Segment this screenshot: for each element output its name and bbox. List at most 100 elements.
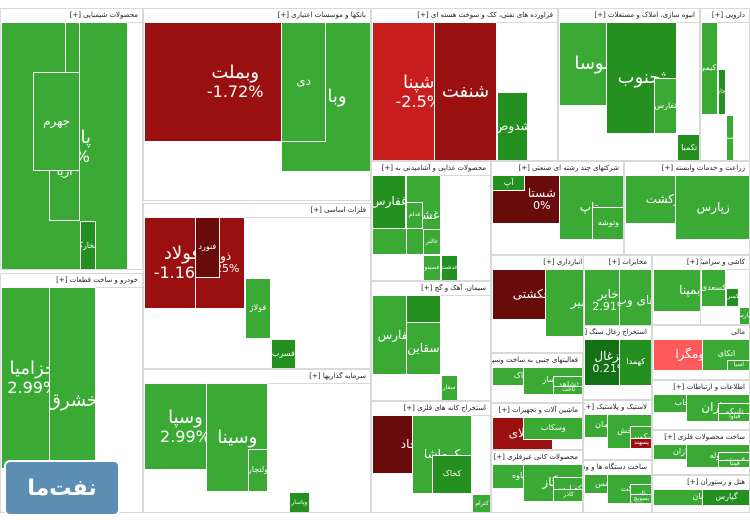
sector-box[interactable]: مالیومگرااتکایملتآسیا — [652, 325, 750, 380]
sector-box[interactable]: اطلاعات و ارتباطات [+]انتخابسیستمرانفورم… — [652, 380, 750, 430]
sector-title[interactable]: ساخت محصولات فلزی [+] — [653, 431, 749, 445]
sector-box[interactable]: فراورده های نفتی، کک و سوخت هسته ای [+] ش… — [371, 8, 558, 161]
stock-tile[interactable]: شنفت — [434, 22, 497, 160]
sector-box[interactable]: محصولات شیمیایی [+]پارسان2.27%زاگرسشپدیس… — [0, 8, 143, 270]
sector-box[interactable]: سیمان، آهک و گچ [+]سفارسسیتاسهگمتسرودسخز… — [371, 281, 491, 401]
stock-tile[interactable]: فنآوا — [718, 412, 749, 422]
stock-tile[interactable]: کسعدی — [701, 269, 726, 307]
sector-box[interactable]: محصولات غذایی و آشامیدنی به [+]غبهنوشغگر… — [371, 161, 491, 281]
sector-title[interactable]: لاستیک و پلاستیک [+] — [584, 401, 651, 415]
stock-tile[interactable]: ولتجار — [247, 448, 269, 493]
stock-tile[interactable]: وتوشه — [591, 207, 623, 240]
sector-box[interactable]: لاستیک و پلاستیک [+]پکرمانپلاستپاساپدرخش… — [583, 400, 652, 460]
sector-box[interactable]: ماشین آلات و تجهیزات [+]فولایوسکاب — [491, 403, 583, 450]
stock-symbol: سفار — [442, 384, 456, 392]
stock-tile[interactable]: جهرم — [32, 71, 81, 172]
stock-tile[interactable]: سفار — [440, 375, 458, 400]
sector-title[interactable]: سرمایه گذاریها [+] — [144, 370, 370, 384]
stock-tile[interactable]: کاذر — [553, 489, 582, 502]
stock-tile[interactable]: شدوص — [496, 92, 528, 160]
stock-tile[interactable]: فسرب — [270, 339, 296, 368]
sector-title[interactable]: خودرو و ساخت قطعات [+] — [1, 274, 142, 288]
stock-tile[interactable]: شخارک — [80, 221, 97, 269]
sector-title[interactable]: دارویی [+] — [701, 9, 749, 23]
sector-box[interactable]: استخراج زغال سنگ [+]کزغال0.21%کپرورکطبسک… — [583, 325, 652, 400]
stock-tile[interactable]: غدشت — [440, 255, 458, 280]
sector-title[interactable]: استخراج کانه های فلزی [+] — [372, 402, 490, 416]
sector-box[interactable]: هتل و رستوران [+] گشان گپارس — [652, 475, 750, 513]
stock-tile[interactable]: کسرا — [726, 288, 739, 307]
sector-box[interactable]: فلزات اساسی [+]فولاد-1.16%ذوب-1.25%فملی0… — [143, 203, 371, 369]
sector-title[interactable]: فراورده های نفتی، کک و سوخت هسته ای [+] — [372, 9, 557, 23]
stock-symbol: فسرب — [271, 349, 295, 359]
sector-box[interactable]: محصولات کانی غیرفلزی [+]کساوهکسرامکلوندک… — [491, 450, 583, 513]
sector-title[interactable]: محصولات شیمیایی [+] — [1, 9, 142, 23]
sector-box[interactable]: بانکها و موسسات اعتباری [+] وبملت -1.72% وب… — [143, 8, 371, 201]
stock-tile[interactable]: فپنتا — [718, 460, 749, 468]
sector-box[interactable]: زراعت و خدمات وابسته [+]زکشتزماهانزقیامز… — [624, 161, 750, 255]
stock-tile[interactable]: فنورد — [194, 217, 220, 279]
sector-title[interactable]: محصولات کانی غیرفلزی [+] — [492, 451, 582, 465]
stock-tile[interactable]: کترام — [472, 494, 490, 512]
sector-title[interactable]: فعالیتهای جنبی به ساخت وسپهر [+] — [492, 354, 582, 368]
stock-symbol: ثشاهد — [559, 380, 579, 390]
sector-title[interactable]: مخابرات [+] — [584, 256, 651, 270]
stock-tile[interactable]: آسیا — [726, 360, 749, 371]
stock-tile[interactable]: پسهند — [630, 437, 651, 450]
stock-tile[interactable]: بسویچ — [630, 494, 651, 504]
stock-symbol: ثنوسا — [574, 53, 615, 75]
stock-tile[interactable]: غدام — [406, 201, 424, 229]
stock-tile[interactable]: غالبر — [423, 228, 441, 256]
stock-tile[interactable]: دی — [280, 22, 327, 142]
stock-tile[interactable]: کهمدا — [618, 339, 651, 386]
stock-tile[interactable]: دکیمی — [701, 22, 718, 116]
sector-box[interactable]: ساخت محصولات فلزی [+]فسازانفاذرفکمندفلول… — [652, 430, 750, 475]
stock-tile[interactable]: وپاسار — [289, 492, 310, 512]
sector-title[interactable]: ساخت دستگاه ها و وسایل [+] — [584, 461, 651, 475]
stock-tile[interactable]: زپارس — [675, 175, 749, 240]
stock-tile[interactable]: های وب — [618, 269, 651, 333]
sector-box[interactable]: دارویی [+]دکیمیدپارسدجابردلردسبحا — [700, 8, 750, 161]
stock-tile[interactable]: دجابر — [717, 68, 726, 116]
sector-title[interactable]: فلزات اساسی [+] — [144, 204, 370, 218]
stock-tile[interactable]: آپ — [492, 175, 526, 192]
sector-box[interactable]: سرمایه گذاریها [+]وسپا2.99%سیدکو-0.6%وغد… — [143, 369, 371, 513]
sector-title[interactable]: انبوه سازی، املاک و مستغلات [+] — [559, 9, 699, 23]
stock-tile[interactable]: ثفارس — [653, 78, 678, 134]
stock-symbol: سقاین — [407, 340, 440, 355]
sector-title[interactable]: هتل و رستوران [+] — [653, 476, 749, 490]
stock-tile[interactable]: کخاک — [432, 454, 472, 495]
sector-title[interactable]: شرکتهای چند رشته ای صنعتی [+] — [492, 162, 623, 176]
stock-symbol: فولاژ — [249, 303, 267, 313]
stock-tile[interactable]: وسینا — [206, 383, 269, 493]
sector-title[interactable]: زراعت و خدمات وابسته [+] — [625, 162, 749, 176]
stock-tile[interactable]: وسکاب — [522, 417, 582, 440]
stock-symbol: غدام — [409, 210, 421, 218]
sector-title[interactable]: محصولات غذایی و آشامیدنی به [+] — [372, 162, 490, 176]
sector-title[interactable]: سیمان، آهک و گچ [+] — [372, 282, 490, 296]
stock-tile[interactable]: کپارس — [738, 307, 749, 324]
sector-box[interactable]: استخراج کانه های فلزی [+]کچادکگلکنورکرما… — [371, 401, 491, 513]
sector-title[interactable]: استخراج زغال سنگ [+] — [584, 326, 651, 340]
sector-title[interactable]: بانکها و موسسات اعتباری [+] — [144, 9, 370, 23]
sector-box[interactable]: فعالیتهای جنبی به ساخت وسپهر [+]بهپاکآبا… — [491, 353, 583, 403]
stock-symbol: شدوص — [498, 119, 527, 134]
stock-tile[interactable]: دسبحا — [726, 115, 735, 160]
sector-title[interactable]: ماشین آلات و تجهیزات [+] — [492, 404, 582, 418]
sector-box[interactable]: ساخت دستگاه ها و وسایل [+]بترانسبموتوبشه… — [583, 460, 652, 513]
stock-tile[interactable]: سقاین — [406, 321, 441, 376]
stock-tile[interactable]: تکمبا — [677, 134, 699, 160]
sector-box[interactable]: انبوه سازی، املاک و مستغلات [+]ثنوساثاخت… — [558, 8, 700, 161]
stock-tile[interactable]: غصینو — [423, 255, 441, 280]
sector-box[interactable]: شرکتهای چند رشته ای صنعتی [+]شستا0%وصندو… — [491, 161, 624, 255]
stock-tile[interactable]: گپارس — [702, 489, 749, 506]
stock-symbol: وپاسار — [291, 498, 308, 506]
stock-tile[interactable]: ثاخت — [553, 385, 582, 395]
stock-change: -2.5% — [395, 92, 442, 112]
sector-title[interactable]: مالی — [653, 326, 749, 340]
stock-tile[interactable]: غفارس — [372, 175, 407, 229]
sector-title[interactable]: اطلاعات و ارتباطات [+] — [653, 381, 749, 395]
stock-tile[interactable]: فولاژ — [245, 278, 271, 340]
